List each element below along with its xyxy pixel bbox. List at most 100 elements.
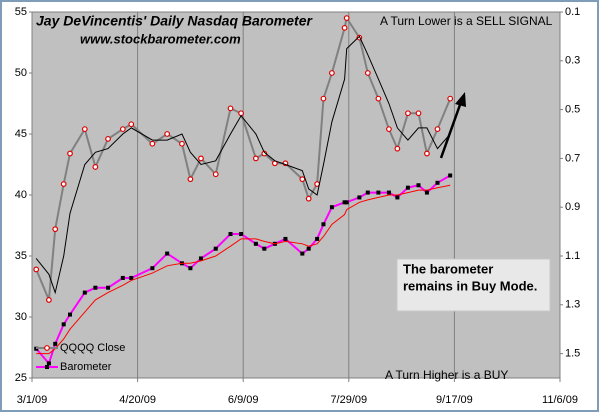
point [92,164,99,170]
point [394,145,401,152]
point [198,155,204,162]
point [344,200,349,205]
box-text: The barometer [403,261,493,276]
point [405,185,410,190]
point [60,181,67,187]
legend-label: QQQQ Close [60,342,125,354]
point [306,246,311,251]
point [386,190,391,195]
annotation: A Turn Higher is a BUY [385,368,508,382]
y-tick-label: 35 [15,250,27,262]
point [188,266,193,271]
point [375,95,382,102]
point [93,285,98,290]
y-tick-label: 30 [15,311,27,323]
point [341,24,348,31]
x-tick-label: 9/17/09 [436,394,473,406]
point [299,176,306,183]
y-tick-label: 25 [15,372,27,384]
point [52,226,59,233]
point [424,150,430,157]
y2-tick-label: 1.1 [565,250,580,262]
x-tick-label: 4/20/09 [119,394,156,406]
point [198,256,203,261]
y-tick-label: 50 [15,67,27,79]
point [300,251,305,256]
point [447,95,454,102]
point [239,232,244,237]
point [128,121,135,128]
point [68,312,73,317]
y-tick-label: 45 [15,128,27,140]
y-tick-label: 55 [15,6,27,18]
point [386,126,392,133]
point [67,150,73,157]
point [213,246,218,251]
x-tick-label: 6/9/09 [228,394,259,406]
point [46,361,51,366]
point [150,266,155,271]
point [343,15,350,22]
series-line [35,35,451,295]
point [53,341,58,346]
point [164,131,171,137]
point [376,190,381,195]
y2-tick-label: 0.5 [565,104,580,116]
legend-marker [44,345,50,351]
point [228,232,233,237]
legend-label: Barometer [60,361,112,373]
y2-tick-label: 0.7 [565,152,580,164]
point [315,236,320,241]
legend-marker [45,365,49,369]
point [187,176,194,183]
point [395,195,400,200]
y2-tick-label: 0.1 [565,6,580,18]
box-text: remains in Buy Mode. [403,278,537,293]
point [435,180,440,185]
point [227,105,234,112]
y-tick-label: 40 [15,189,27,201]
x-tick-label: 11/6/09 [542,394,578,406]
point [434,126,441,133]
point [405,110,411,117]
point [212,171,219,178]
plot-area [31,11,561,379]
annotation-box [396,258,551,312]
point [105,135,111,142]
point [321,222,326,227]
point [61,322,66,327]
point [329,70,335,76]
chart-title: Jay DeVincentis' Daily Nasdaq Barometer [36,13,313,29]
y2-tick-label: 0.3 [565,55,580,67]
y2-tick-label: 1.5 [565,348,580,360]
point [253,241,258,246]
y2-tick-label: 1.3 [565,299,580,311]
point [119,126,126,133]
y2-tick-label: 0.9 [565,201,580,213]
point [165,251,170,256]
point [129,275,134,280]
point [262,246,267,251]
point [448,173,453,178]
arrow-head [455,92,466,107]
point [149,140,156,147]
point [364,70,371,76]
point [415,110,422,117]
point [320,95,327,102]
point [179,140,185,147]
point [45,297,52,303]
point [357,195,362,200]
point [305,195,312,202]
point [81,126,88,133]
annotation: A Turn Lower is a SELL SIGNAL [380,14,553,28]
chart-subtitle: www.stockbarometer.com [80,31,241,46]
point [424,190,429,195]
series-line [36,184,451,355]
point [283,236,288,241]
point [82,290,87,295]
arrow [439,101,463,159]
marks: 25 30 35 40 45 50 55 0.1 0.3 0.5 0.7 0.9 1.1 1.3 1.5 3/… [15,6,581,406]
x-tick-label: 7/29/09 [330,394,367,406]
point [252,155,259,162]
